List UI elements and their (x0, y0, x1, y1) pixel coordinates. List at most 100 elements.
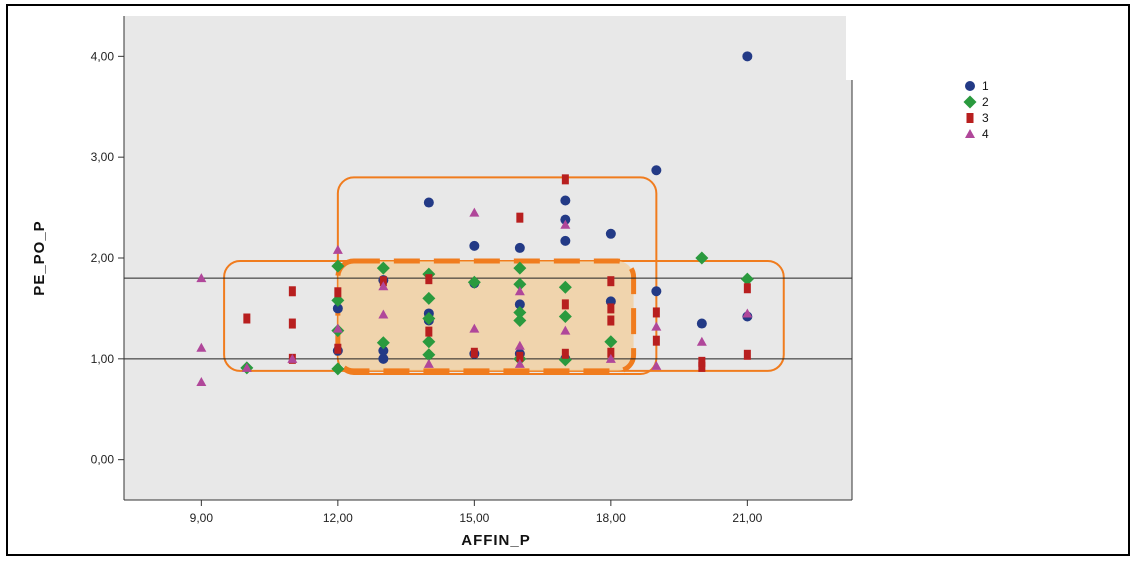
data-point-series-4 (378, 309, 389, 319)
x-tick-label: 15,00 (459, 511, 489, 525)
legend-marker-4 (965, 129, 975, 138)
data-point-series-3 (652, 307, 660, 318)
data-point-series-4 (514, 340, 525, 350)
data-point-series-1 (560, 235, 571, 246)
data-point-series-2 (513, 314, 527, 328)
data-point-series-2 (558, 309, 572, 323)
data-point-series-4 (196, 377, 207, 387)
data-point-series-3 (516, 212, 524, 223)
legend-marker-1 (965, 81, 975, 91)
data-point-series-3 (698, 356, 706, 367)
data-point-series-4 (696, 336, 707, 346)
data-point-series-4 (514, 286, 525, 296)
data-point-series-4 (332, 244, 343, 254)
x-tick-label: 12,00 (323, 511, 353, 525)
data-point-series-1 (332, 303, 343, 314)
legend-label-3: 3 (982, 111, 989, 125)
data-point-series-4 (423, 358, 434, 368)
data-point-series-1 (514, 299, 525, 310)
data-point-series-4 (742, 308, 753, 318)
data-point-series-2 (467, 275, 481, 289)
data-point-series-4 (560, 325, 571, 335)
legend-label-2: 2 (982, 95, 989, 109)
data-point-series-4 (560, 219, 571, 229)
legend: 1 2 3 4 (963, 79, 989, 141)
data-point-series-2 (331, 362, 345, 376)
data-point-series-2 (422, 291, 436, 305)
data-point-series-4 (469, 207, 480, 217)
data-point-series-2 (513, 277, 527, 291)
data-point-series-1 (651, 165, 662, 176)
data-point-series-3 (425, 326, 433, 337)
data-point-series-4 (196, 273, 207, 283)
data-point-series-1 (560, 195, 571, 206)
data-point-series-3 (561, 174, 569, 185)
y-tick-label: 4,00 (91, 49, 115, 63)
data-point-series-3 (561, 299, 569, 310)
data-point-series-4 (196, 342, 207, 352)
data-point-series-1 (651, 286, 662, 297)
data-point-series-4 (241, 362, 252, 372)
data-point-series-3 (334, 287, 342, 298)
data-point-series-1 (742, 51, 753, 62)
plot-background-layer (124, 16, 852, 500)
data-point-series-3 (607, 303, 615, 314)
data-point-series-3 (607, 347, 615, 358)
y-tick-label: 3,00 (91, 150, 115, 164)
data-point-series-2 (422, 312, 436, 325)
legend-marker-2 (963, 95, 977, 109)
data-point-series-2 (695, 251, 709, 265)
data-point-series-1 (514, 242, 525, 253)
highlight-region-3 (335, 258, 637, 374)
data-point-series-3 (470, 347, 478, 358)
data-point-series-4 (469, 323, 480, 333)
data-point-series-1 (469, 240, 480, 251)
legend-label-4: 4 (982, 127, 989, 141)
data-point-series-3 (607, 276, 615, 287)
x-axis-title: AFFIN_P (461, 532, 531, 549)
data-point-series-3 (743, 349, 751, 360)
data-point-series-3 (516, 351, 524, 362)
data-point-series-2 (558, 280, 572, 294)
x-tick-label: 21,00 (732, 511, 762, 525)
data-point-series-4 (378, 281, 389, 291)
reference-line-layer (124, 277, 852, 360)
data-point-series-1 (378, 353, 389, 364)
y-tick-label: 2,00 (91, 251, 115, 265)
axes-layer: 9,00 12,00 15,00 18,00 21,00 0,00 1,00 2,00 3,00… (91, 14, 966, 525)
data-point-series-3 (288, 286, 296, 297)
data-point-series-3 (698, 361, 706, 372)
y-tick-label: 0,00 (91, 453, 115, 467)
data-point-series-2 (740, 272, 754, 286)
data-point-series-1 (560, 214, 571, 225)
highlight-region-layer (223, 176, 785, 375)
data-point-series-4 (332, 323, 343, 333)
data-point-series-4 (287, 353, 298, 363)
data-point-series-3 (652, 335, 660, 346)
data-point-series-4 (514, 358, 525, 368)
data-point-series-2 (513, 305, 527, 319)
data-point-series-3 (379, 276, 387, 287)
x-tick-label: 9,00 (190, 511, 214, 525)
data-point-series-3 (288, 318, 296, 329)
data-point-series-2 (376, 336, 390, 350)
data-point-series-4 (651, 360, 662, 370)
y-axis-title: PE_PO_P (31, 220, 48, 295)
data-point-series-3 (425, 274, 433, 285)
highlight-region-1 (336, 176, 658, 375)
data-point-series-1 (696, 318, 707, 329)
x-tick-label: 18,00 (596, 511, 626, 525)
data-point-series-3 (743, 283, 751, 294)
data-points-layer (196, 51, 754, 387)
data-point-series-2 (422, 335, 436, 349)
legend-label-1: 1 (982, 79, 989, 93)
data-point-series-2 (376, 261, 390, 275)
plot-area (124, 16, 852, 500)
data-point-series-1 (423, 197, 434, 208)
data-point-series-2 (422, 348, 436, 362)
data-point-series-3 (561, 348, 569, 359)
legend-marker-3 (966, 113, 974, 123)
y-tick-label: 1,00 (91, 352, 115, 366)
data-point-series-4 (651, 321, 662, 331)
